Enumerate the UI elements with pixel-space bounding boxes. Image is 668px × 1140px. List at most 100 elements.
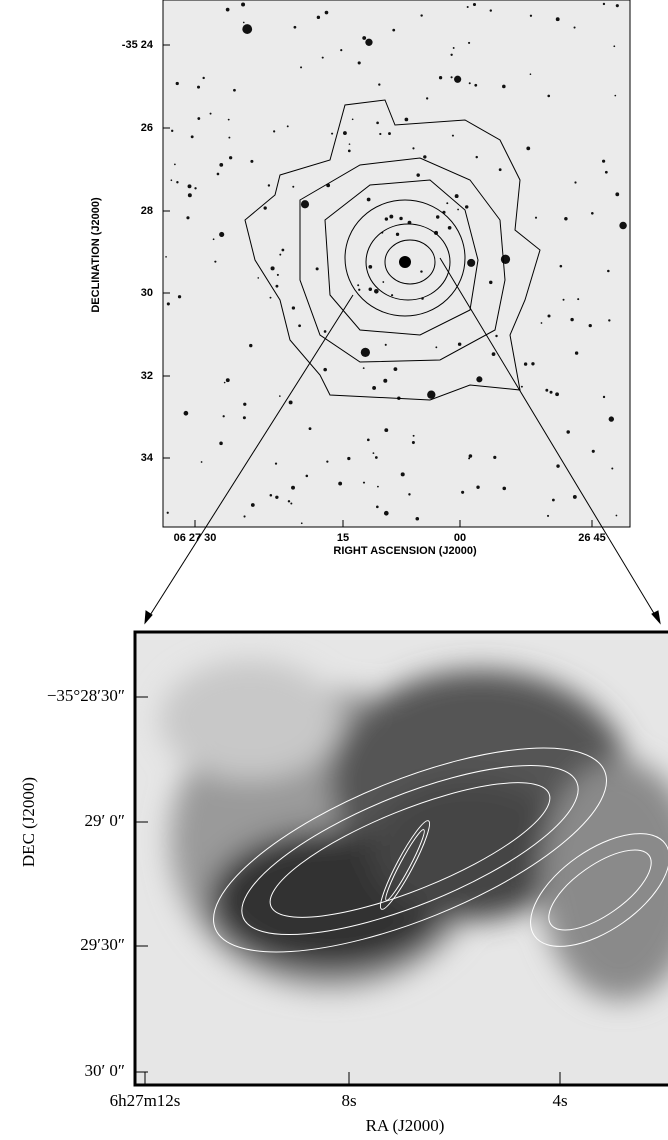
- star: [592, 450, 595, 453]
- star: [223, 415, 225, 417]
- star: [188, 184, 192, 188]
- star: [416, 173, 419, 176]
- star: [603, 396, 605, 398]
- star: [405, 118, 409, 122]
- x-axis-title: RA (J2000): [366, 1116, 445, 1135]
- y-tick-label: 34: [141, 452, 154, 464]
- star: [324, 330, 327, 333]
- star: [176, 181, 178, 183]
- star: [275, 496, 278, 499]
- star: [378, 83, 380, 85]
- star: [186, 216, 189, 219]
- star: [306, 475, 309, 478]
- star: [476, 156, 478, 158]
- y-tick-label: 29′30″: [80, 935, 125, 954]
- star: [453, 47, 455, 49]
- star: [363, 367, 365, 369]
- star: [217, 173, 220, 176]
- star: [352, 118, 354, 120]
- star: [219, 163, 223, 167]
- star: [555, 392, 559, 396]
- star: [373, 452, 375, 454]
- star: [436, 215, 439, 218]
- y-axis-title: DEC (J2000): [19, 777, 38, 867]
- star: [167, 302, 170, 305]
- star: [290, 502, 292, 504]
- x-tick-label: 00: [454, 532, 466, 544]
- star: [457, 209, 459, 211]
- star: [602, 160, 605, 163]
- star: [446, 202, 448, 204]
- star: [292, 306, 295, 309]
- star: [613, 45, 615, 47]
- star: [423, 155, 426, 158]
- star: [564, 217, 567, 220]
- star: [408, 493, 410, 495]
- star: [357, 284, 359, 286]
- star: [294, 26, 297, 29]
- star: [226, 378, 230, 382]
- x-tick-label: 06 27 30: [174, 532, 217, 544]
- star: [469, 454, 473, 458]
- star: [226, 8, 230, 12]
- star: [250, 160, 253, 163]
- star: [361, 348, 370, 357]
- star: [363, 482, 365, 484]
- star: [609, 416, 614, 421]
- star: [412, 147, 414, 149]
- star: [591, 212, 594, 215]
- star: [171, 130, 173, 132]
- star: [611, 467, 613, 469]
- star: [213, 238, 215, 240]
- star: [369, 288, 372, 291]
- star: [374, 289, 379, 294]
- star: [291, 486, 295, 490]
- star: [435, 346, 437, 348]
- star: [358, 289, 360, 291]
- x-axis-title: RIGHT ASCENSION (J2000): [333, 545, 477, 557]
- star: [264, 206, 267, 209]
- star: [188, 193, 192, 197]
- star: [461, 491, 464, 494]
- star: [420, 270, 422, 272]
- star: [365, 39, 372, 46]
- star: [331, 133, 333, 135]
- star: [287, 125, 289, 127]
- star: [547, 95, 550, 98]
- star: [317, 16, 320, 19]
- star: [340, 49, 342, 51]
- star: [391, 294, 393, 296]
- star: [167, 512, 169, 514]
- star: [415, 517, 419, 521]
- star: [383, 379, 387, 383]
- star: [563, 299, 565, 301]
- star: [452, 135, 454, 137]
- page: -35 24 26 28 30 32 34 06 27 30 15 00 26 …: [0, 0, 668, 1140]
- star: [343, 131, 347, 135]
- star: [279, 254, 281, 256]
- star: [281, 249, 284, 252]
- star: [550, 391, 553, 394]
- star: [301, 200, 309, 208]
- star: [616, 4, 619, 7]
- star: [273, 130, 275, 132]
- star: [270, 494, 273, 497]
- star: [292, 186, 294, 188]
- star: [174, 164, 176, 166]
- star: [448, 226, 452, 230]
- star: [362, 36, 366, 40]
- star: [375, 456, 378, 459]
- star: [451, 76, 453, 78]
- star: [615, 192, 619, 196]
- star: [382, 281, 384, 283]
- y-tick-label: 30′ 0″: [84, 1061, 125, 1080]
- star: [376, 122, 379, 125]
- star: [427, 391, 435, 399]
- star: [492, 352, 496, 356]
- star: [450, 54, 452, 56]
- star: [547, 314, 550, 317]
- star: [219, 232, 224, 237]
- star: [376, 506, 379, 509]
- star: [300, 66, 302, 68]
- star: [249, 344, 252, 347]
